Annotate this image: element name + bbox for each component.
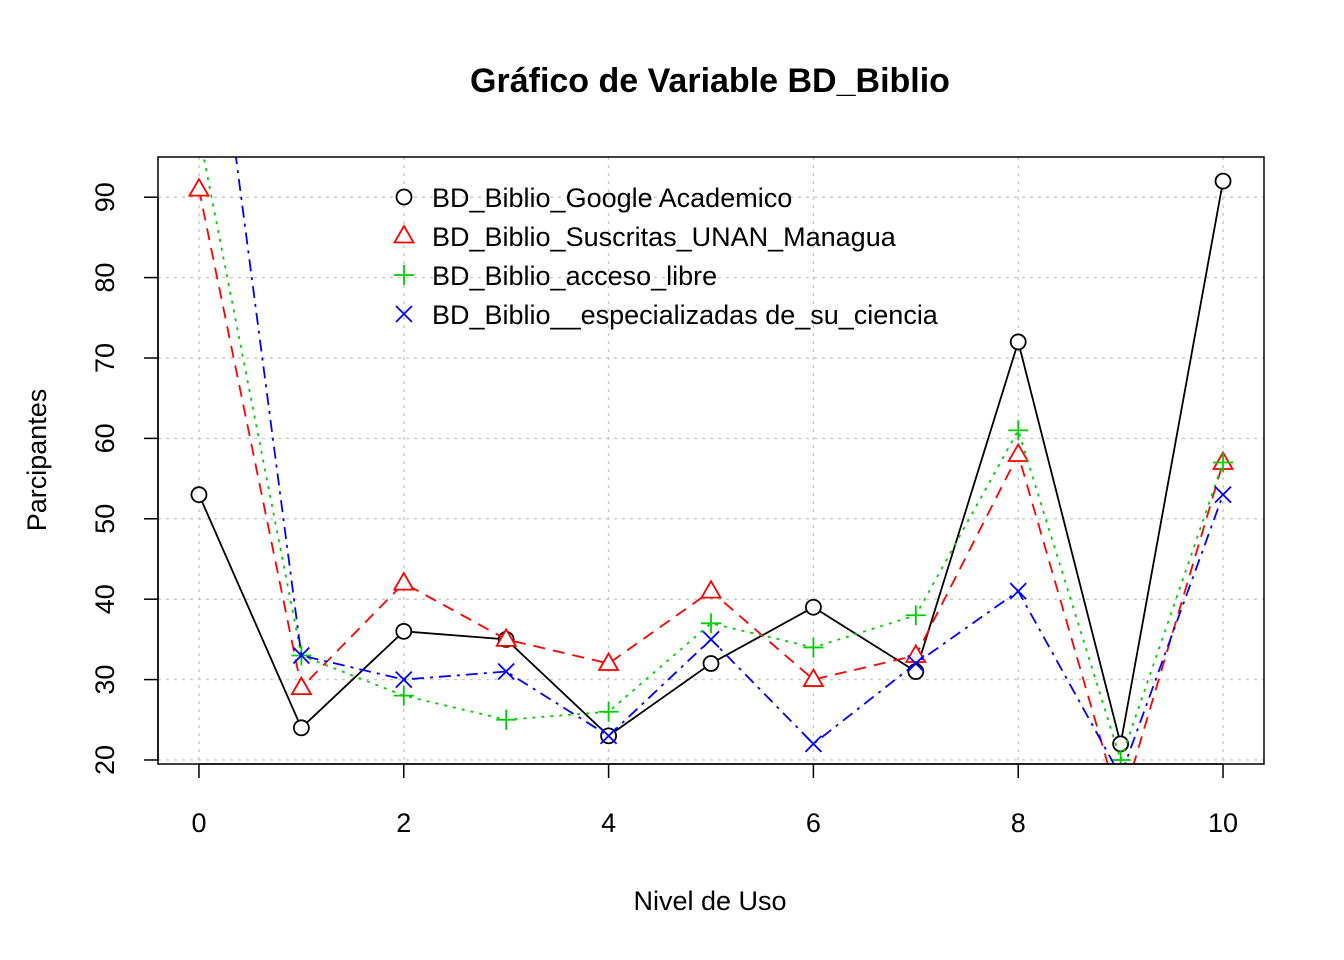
- data-point: [290, 675, 313, 696]
- data-point: [699, 579, 723, 599]
- data-point: [905, 605, 926, 626]
- data-point: [805, 598, 822, 616]
- data-point: [804, 735, 823, 753]
- data-point: [802, 667, 825, 687]
- legend-item: BD_Biblio_Google Academico: [395, 183, 792, 213]
- data-point: [599, 727, 618, 745]
- data-point: [598, 701, 619, 722]
- series-3: [202, 157, 1234, 764]
- series-4: [235, 157, 1232, 764]
- data-point: [393, 685, 414, 706]
- series-group: [187, 157, 1235, 764]
- chart-title: Gráfico de Variable BD_Biblio: [470, 62, 950, 100]
- legend-item: BD_Biblio_Suscritas_UNAN_Managua: [392, 222, 897, 252]
- data-point: [497, 662, 515, 681]
- data-point: [392, 571, 415, 591]
- data-point: [187, 177, 211, 197]
- x-tick-label: 2: [396, 808, 411, 838]
- data-point: [597, 651, 620, 671]
- legend-item: BD_Biblio__especializadas de_su_ciencia: [395, 300, 939, 330]
- y-tick-label: 20: [90, 745, 120, 775]
- data-point: [907, 663, 925, 680]
- legend-item: BD_Biblio_acceso_libre: [394, 261, 717, 291]
- legend-label: BD_Biblio__especializadas de_su_ciencia: [432, 300, 939, 330]
- y-tick-label: 50: [90, 504, 120, 534]
- data-point: [496, 709, 517, 730]
- y-tick-label: 80: [90, 263, 120, 293]
- y-tick-label: 60: [90, 423, 120, 453]
- data-point: [292, 646, 311, 665]
- legend-label: BD_Biblio_Google Academico: [432, 183, 792, 213]
- data-point: [1213, 452, 1234, 473]
- y-axis-label: Parcipantes: [22, 389, 52, 532]
- legend-marker: [395, 305, 413, 323]
- data-point: [1008, 420, 1029, 441]
- x-axis: 0 2 4 6 8 10: [191, 763, 1238, 838]
- x-tick-label: 4: [601, 808, 616, 838]
- data-point: [395, 670, 413, 689]
- data-point: [701, 613, 721, 634]
- data-point: [702, 655, 720, 672]
- y-tick-label: 70: [90, 343, 120, 373]
- y-tick-label: 90: [90, 182, 120, 212]
- legend: BD_Biblio_Google Academico BD_Biblio_Susc…: [392, 183, 939, 330]
- x-tick-label: 10: [1208, 808, 1238, 838]
- legend-marker: [392, 224, 416, 244]
- data-point: [190, 486, 208, 504]
- y-tick-label: 30: [90, 665, 120, 695]
- legend-label: BD_Biblio_Suscritas_UNAN_Managua: [432, 222, 897, 252]
- data-point: [495, 627, 518, 647]
- x-axis-label: Nivel de Uso: [633, 886, 786, 916]
- legend-marker: [394, 265, 414, 285]
- data-point: [702, 630, 720, 649]
- data-point: [395, 622, 413, 640]
- legend-marker: [395, 188, 413, 206]
- series-line: [202, 157, 1224, 763]
- x-tick-label: 6: [806, 808, 821, 838]
- data-point: [1009, 582, 1027, 600]
- data-point: [1214, 486, 1232, 504]
- data-point: [1009, 333, 1027, 351]
- x-tick-label: 8: [1011, 808, 1026, 838]
- data-point: [907, 654, 925, 673]
- data-point: [292, 719, 310, 737]
- data-point: [1007, 442, 1030, 462]
- y-axis: 20 30 40 50 60 70 80 90: [90, 182, 159, 775]
- x-tick-label: 0: [191, 808, 206, 838]
- y-tick-label: 40: [90, 584, 120, 614]
- data-point: [1214, 172, 1232, 190]
- data-point: [1110, 749, 1131, 764]
- data-point: [803, 637, 824, 658]
- legend-label: BD_Biblio_acceso_libre: [432, 261, 717, 291]
